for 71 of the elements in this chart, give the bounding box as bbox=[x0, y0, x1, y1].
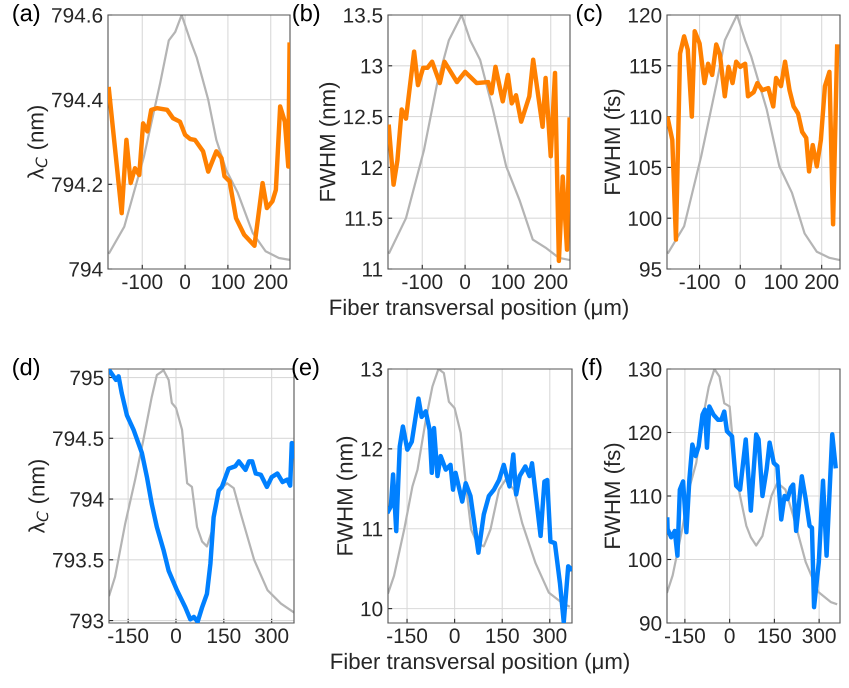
chart-title: (b) bbox=[293, 4, 320, 26]
chart-title: (e) bbox=[292, 358, 318, 380]
y-tick-label: 12.5 bbox=[344, 110, 382, 124]
x-tick-label: 0 bbox=[724, 628, 735, 644]
x-tick-label: 100 bbox=[492, 274, 524, 290]
y-tick-label: 120 bbox=[628, 426, 662, 440]
x-tick-label: -150 bbox=[664, 628, 705, 644]
y-tick-label: 10 bbox=[362, 602, 382, 616]
y-tick-label: 11 bbox=[363, 522, 382, 536]
x-tick-label: -100 bbox=[122, 274, 162, 290]
x-tick-label: 300 bbox=[802, 628, 836, 644]
x-tick-label: 200 bbox=[254, 274, 288, 290]
y-tick-label: 90 bbox=[640, 616, 662, 631]
x-tick-label: 0 bbox=[171, 628, 181, 644]
line-series bbox=[388, 369, 570, 608]
y-tick-label: 13.5 bbox=[344, 8, 382, 23]
y-tick-label: 793 bbox=[70, 614, 104, 628]
y-tick-label: 100 bbox=[628, 552, 662, 568]
y-tick-label: 794.6 bbox=[52, 8, 102, 23]
y-tick-label: 115 bbox=[630, 59, 662, 74]
x-tick-label: 0 bbox=[460, 274, 470, 290]
chart-title: (f) bbox=[582, 358, 602, 380]
y-tick-label: 120 bbox=[628, 8, 662, 23]
y-axis-title: FWHM (nm) bbox=[336, 436, 358, 555]
y-tick-label: 795 bbox=[70, 370, 104, 386]
y-tick-label: 130 bbox=[628, 362, 662, 377]
y-tick-label: 100 bbox=[628, 211, 662, 226]
line-series bbox=[108, 42, 290, 248]
y-axis-title: FWHM (fs) bbox=[604, 90, 625, 194]
x-tick-label: 0 bbox=[735, 274, 746, 290]
x-tick-label: 300 bbox=[533, 628, 566, 644]
x-tick-label: 200 bbox=[805, 274, 838, 290]
y-tick-label: 95 bbox=[640, 262, 662, 277]
y-tick-label: 12 bbox=[362, 442, 382, 456]
chart-title: (a) bbox=[13, 4, 40, 26]
y-axis-title: λ$_{C}$ (nm) bbox=[28, 460, 50, 534]
x-tick-label: -100 bbox=[402, 274, 442, 290]
chart-title: (d) bbox=[13, 358, 40, 380]
y-axis-title: FWHM (fs) bbox=[604, 444, 625, 548]
x-tick-label: -100 bbox=[680, 274, 720, 290]
x-tick-label: -150 bbox=[387, 628, 428, 644]
x-tick-label: 0 bbox=[180, 274, 190, 290]
x-tick-label: 0 bbox=[450, 628, 460, 644]
y-tick-label: 794.5 bbox=[53, 431, 104, 446]
y-tick-label: 105 bbox=[628, 160, 662, 176]
x-tick-label: 100 bbox=[212, 274, 244, 290]
y-tick-label: 110 bbox=[630, 489, 662, 504]
x-tick-label: 200 bbox=[534, 274, 568, 290]
y-tick-label: 13 bbox=[362, 58, 382, 74]
y-axis-title: FWHM (nm) bbox=[319, 82, 340, 201]
y-tick-label: 11 bbox=[363, 262, 382, 277]
y-tick-label: 11.5 bbox=[346, 211, 382, 226]
y-tick-label: 794 bbox=[70, 492, 104, 507]
y-tick-label: 794.4 bbox=[52, 92, 103, 108]
x-tick-label: 300 bbox=[255, 628, 288, 644]
y-tick-label: 793.5 bbox=[53, 552, 104, 568]
y-tick-label: 794.2 bbox=[52, 177, 102, 192]
x-tick-label: 150 bbox=[758, 628, 791, 644]
x-axis-title: Fiber transversal position (μm) bbox=[330, 298, 628, 320]
y-tick-label: 110 bbox=[630, 110, 662, 124]
y-axis-title: λ$_{C}$ (nm) bbox=[27, 106, 48, 180]
line-series bbox=[667, 404, 838, 610]
y-tick-label: 13 bbox=[362, 362, 382, 377]
x-tick-label: 150 bbox=[486, 628, 519, 644]
x-tick-label: -150 bbox=[108, 628, 148, 644]
x-tick-label: 150 bbox=[208, 628, 240, 644]
y-tick-label: 794 bbox=[69, 262, 103, 277]
x-axis-title: Fiber transversal position (μm) bbox=[332, 652, 629, 674]
x-tick-label: 100 bbox=[765, 274, 798, 290]
chart-title: (c) bbox=[576, 4, 602, 26]
y-tick-label: 12 bbox=[362, 160, 382, 175]
